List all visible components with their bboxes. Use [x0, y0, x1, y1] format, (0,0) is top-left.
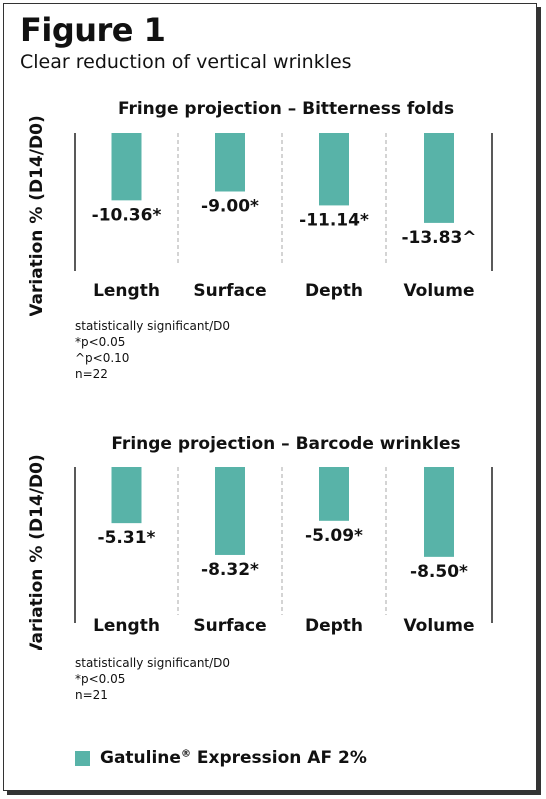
chart-2-notes: statistically significant/D0 *p<0.05 n=2… [75, 655, 230, 703]
legend-label-brand: Gatuline [100, 748, 181, 768]
category-label: Surface [193, 281, 266, 301]
data-label: -5.31* [98, 528, 156, 548]
y-axis-label: Variation % (D14/D0) [27, 454, 47, 650]
bar-depth [319, 133, 349, 206]
bar-volume [424, 467, 454, 557]
category-label: Surface [193, 616, 266, 636]
chart-title: Fringe projection – Barcode wrinkles [111, 434, 460, 454]
note-line: n=21 [75, 688, 108, 702]
data-label: -11.14* [299, 210, 369, 230]
chart-bitterness-folds: Fringe projection – Bitterness folds Vari… [27, 99, 493, 316]
category-label: Depth [305, 281, 363, 301]
legend-swatch [75, 750, 90, 766]
category-label: Volume [403, 616, 474, 636]
category-label: Length [93, 616, 160, 636]
figure-title: Figure 1 [20, 11, 166, 49]
figure-subtitle: Clear reduction of vertical wrinkles [20, 51, 352, 73]
note-line: ^p<0.10 [75, 351, 130, 365]
note-line: *p<0.05 [75, 335, 126, 349]
data-label: -13.83^ [401, 228, 476, 248]
data-label: -9.00* [201, 197, 259, 217]
bar-depth [319, 467, 349, 521]
category-label: Depth [305, 616, 363, 636]
chart-barcode-wrinkles: Fringe projection – Barcode wrinkles Vari… [27, 434, 493, 650]
legend-label-rest: Expression AF 2% [190, 748, 367, 768]
legend-label: Gatuline® Expression AF 2% [100, 748, 367, 768]
bar-surface [215, 133, 245, 192]
bar-length [111, 133, 142, 201]
category-label: Volume [403, 281, 474, 301]
note-line: statistically significant/D0 [75, 319, 231, 333]
data-label: -8.50* [410, 562, 468, 582]
bar-surface [215, 467, 245, 555]
note-line: statistically significant/D0 [75, 656, 231, 670]
data-label: -10.36* [92, 205, 162, 225]
registered-mark: ® [180, 748, 191, 760]
note-line: n=22 [75, 367, 108, 381]
y-axis-label: Variation % (D14/D0) [27, 115, 47, 316]
bar-length [111, 467, 142, 524]
bar-volume [424, 133, 454, 223]
category-label: Length [93, 281, 160, 301]
chart-1-notes: statistically significant/D0 *p<0.05 ^p<… [75, 318, 230, 382]
data-label: -8.32* [201, 560, 259, 580]
note-line: *p<0.05 [75, 672, 126, 686]
legend: Gatuline® Expression AF 2% [75, 748, 367, 768]
data-label: -5.09* [305, 526, 363, 546]
chart-title: Fringe projection – Bitterness folds [118, 99, 454, 119]
